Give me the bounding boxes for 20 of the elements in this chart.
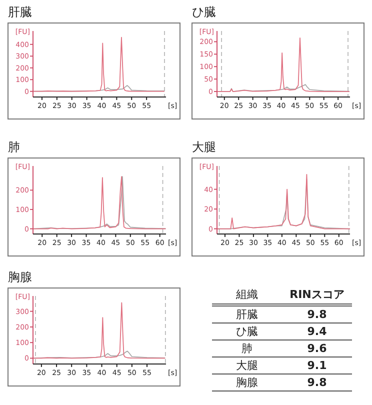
data-label: 9.8 [307,308,327,321]
chart-title: ひ臓 [192,5,216,19]
data-label: 9.1 [307,359,327,372]
line-series [32,302,166,359]
data-label: 9.6 [307,342,328,355]
text: 組織 [235,288,258,301]
chart-title: 肺 [8,140,20,154]
chart-title: 胸腺 [8,270,32,284]
category-label: 胸腺 [236,376,258,389]
chart-title: 大腿 [192,140,216,154]
text: RINスコア [290,288,344,301]
category-label: 大腿 [236,359,258,372]
line-series [32,36,165,92]
data-label: 9.8 [307,376,327,389]
chart-title: 肝臓 [8,5,32,19]
line-series [216,38,350,92]
category-label: ひ臓 [236,325,258,338]
data-label: 9.4 [307,325,328,338]
category-label: 肺 [242,342,252,355]
category-label: 肝臓 [236,308,258,321]
